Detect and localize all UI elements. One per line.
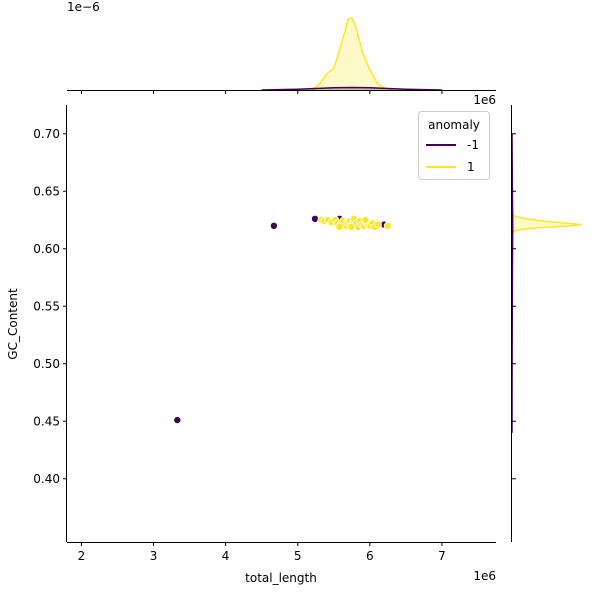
y-tick-label: 0.60 xyxy=(33,242,60,256)
right-kde-fill-1 xyxy=(512,214,582,234)
right-marginal-plot: 1e6 xyxy=(473,93,583,542)
x-axis-label: total_length xyxy=(245,571,317,585)
top-marginal-ticks xyxy=(80,90,443,94)
scatter-point-normal xyxy=(373,220,382,229)
top-kde-fill-1 xyxy=(312,18,392,90)
legend-title: anomaly xyxy=(428,118,480,132)
x-axis-offset-label: 1e6 xyxy=(473,569,496,583)
top-marginal-plot: 1e−6 xyxy=(67,0,496,94)
y-tick-label: 0.40 xyxy=(33,472,60,486)
legend-label-1: 1 xyxy=(467,160,475,174)
x-tick-label: 6 xyxy=(366,549,374,563)
top-marginal-offset-label: 1e−6 xyxy=(67,0,100,14)
scatter-points xyxy=(173,214,392,425)
y-tick-label: 0.70 xyxy=(33,127,60,141)
main-scatter-plot: 2 3 4 5 6 7 0.40 0.45 0.50 0.55 0.60 0.65 0.70 tota… xyxy=(6,105,496,585)
right-marginal-kde-curves xyxy=(511,133,583,433)
scatter-point-anomaly xyxy=(310,214,319,223)
right-marginal-ticks xyxy=(512,133,516,480)
scatter-point-normal xyxy=(361,215,370,224)
x-tick-label: 4 xyxy=(222,549,230,563)
scatter-point-anomaly xyxy=(269,221,278,230)
right-kde-line--1 xyxy=(511,133,514,433)
x-tick-label: 2 xyxy=(78,549,86,563)
x-tick-label: 5 xyxy=(294,549,302,563)
y-tick-label: 0.50 xyxy=(33,357,60,371)
y-tick-label: 0.55 xyxy=(33,299,60,313)
top-marginal-kde-curves xyxy=(261,17,442,91)
y-tick-label: 0.45 xyxy=(33,414,60,428)
top-kde-line-1 xyxy=(311,17,392,91)
x-tick-label: 3 xyxy=(150,549,158,563)
legend: anomaly -1 1 xyxy=(418,111,490,180)
y-axis-label: GC_Content xyxy=(6,288,20,360)
scatter-point-normal xyxy=(383,221,392,230)
scatter-point-normal xyxy=(335,222,344,231)
scatter-point-anomaly xyxy=(173,416,182,425)
right-marginal-offset-label: 1e6 xyxy=(473,93,496,107)
legend-label-neg1: -1 xyxy=(467,138,479,152)
x-axis-ticks: 2 3 4 5 6 7 xyxy=(78,542,446,563)
y-tick-label: 0.65 xyxy=(33,184,60,198)
x-tick-label: 7 xyxy=(438,549,446,563)
top-kde-line--1 xyxy=(261,86,442,91)
right-kde-line-1 xyxy=(511,213,583,235)
scatter-point-normal xyxy=(347,222,356,231)
y-axis-ticks: 0.40 0.45 0.50 0.55 0.60 0.65 0.70 xyxy=(33,127,67,486)
